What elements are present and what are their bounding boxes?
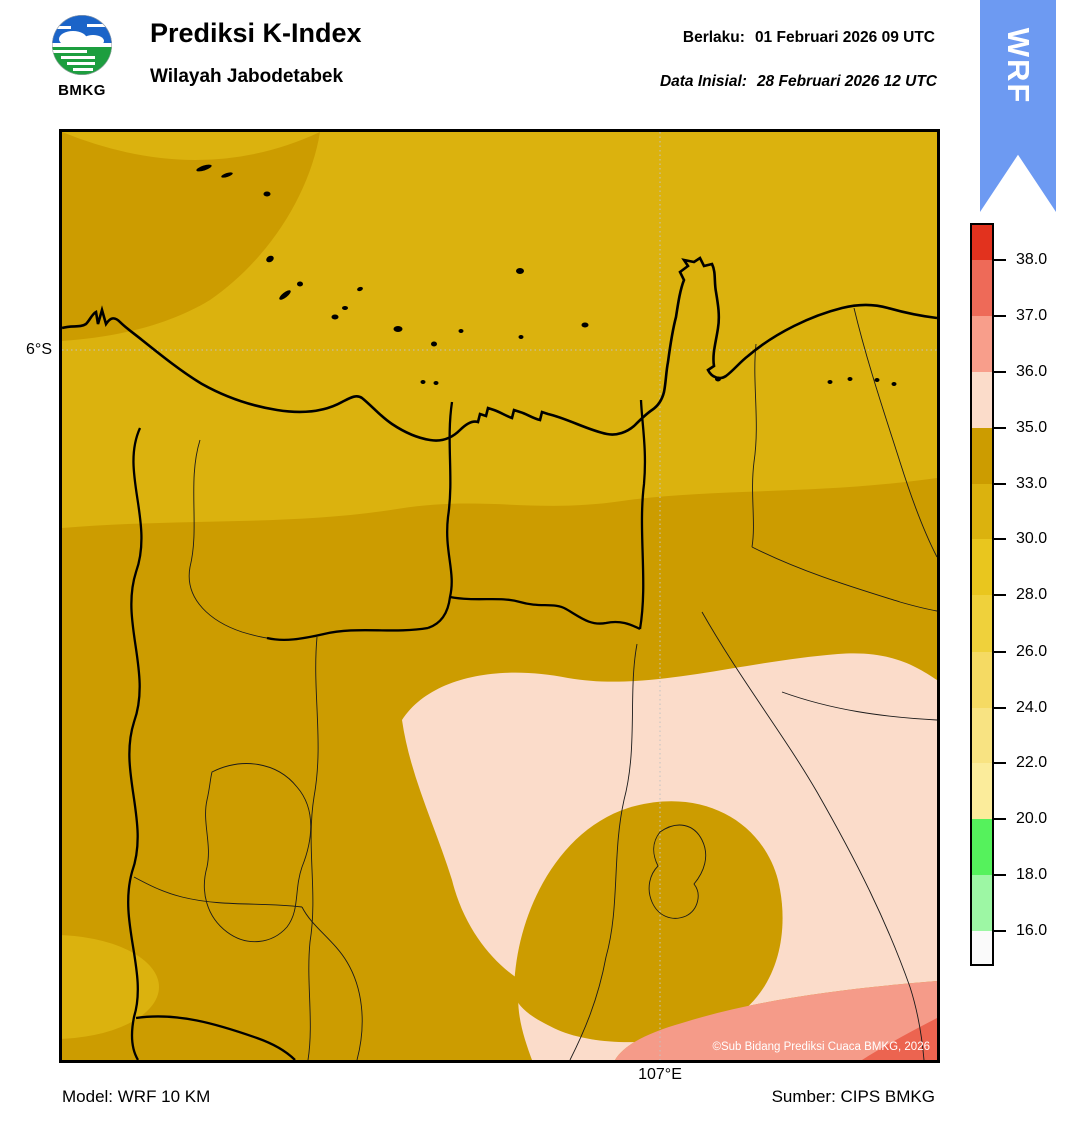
colorbar-segment [972, 225, 992, 260]
initial-data-label: Data Inisial: [659, 73, 747, 90]
k-index-colorbar: 38.0 37.0 36.0 35.0 33.0 30.0 28.0 26.0 24.0 22.0… [970, 223, 1047, 966]
initial-data-time: Data Inisial: 28 Februari 2026 12 UTC [660, 73, 937, 91]
colorbar-segment [972, 875, 992, 931]
colorbar-tick [994, 594, 1006, 597]
colorbar-tick-label: 28.0 [1016, 586, 1048, 603]
bmkg-logo-label: BMKG [58, 82, 106, 99]
colorbar-tick [994, 538, 1006, 541]
colorbar-segment [972, 428, 992, 484]
wrf-ribbon: WRF [980, 0, 1056, 212]
colorbar-tick-label: 37.0 [1016, 307, 1048, 324]
colorbar-segment [972, 595, 992, 652]
contour-fill-36-37 [615, 981, 937, 1060]
valid-time: Berlaku: 01 Februari 2026 09 UTC [683, 29, 935, 47]
map-canvas: ©Sub Bidang Prediksi Cuaca BMKG, 2026 [62, 132, 937, 1060]
colorbar-tick-label: 30.0 [1016, 530, 1048, 547]
colorbar-segment [972, 652, 992, 708]
contour-fill-33-35-tongue [514, 801, 783, 1043]
colorbar-tick [994, 483, 1006, 486]
islands [196, 164, 897, 386]
bmkg-logo-icon [52, 15, 112, 75]
source-label: Sumber: CIPS BMKG [771, 1087, 935, 1106]
colorbar-tick-label: 18.0 [1016, 866, 1048, 883]
colorbar-tick [994, 930, 1006, 933]
colorbar-segment [972, 260, 992, 316]
colorbar-segment [972, 931, 992, 964]
valid-time-label: Berlaku: [682, 29, 745, 46]
page-subtitle: Wilayah Jabodetabek [150, 66, 344, 87]
map-copyright: ©Sub Bidang Prediksi Cuaca BMKG, 2026 [712, 1041, 930, 1053]
colorbar-tick-label: 38.0 [1016, 251, 1048, 268]
lon-axis-label: 107°E [638, 1066, 682, 1083]
colorbar-tick [994, 259, 1006, 262]
colorbar-tick [994, 874, 1006, 877]
colorbar-segment [972, 484, 992, 539]
colorbar-tick-label: 16.0 [1016, 922, 1048, 939]
bmkg-logo: BMKG [50, 14, 114, 99]
admin-boundaries-thin [133, 307, 937, 1060]
admin-boundaries-thick [127, 399, 647, 1060]
colorbar-tick [994, 818, 1006, 821]
colorbar-segment [972, 372, 992, 428]
colorbar-tick [994, 371, 1006, 374]
colorbar-tick [994, 427, 1006, 430]
initial-data-value: 28 Februari 2026 12 UTC [756, 73, 937, 90]
contour-fill-37-38 [862, 1018, 937, 1060]
model-label: Model: WRF 10 KM [62, 1087, 211, 1106]
contour-fill-33-35-northwest [62, 132, 320, 341]
coastline [62, 256, 937, 442]
colorbar-segment [972, 316, 992, 372]
colorbar-tick-label: 26.0 [1016, 643, 1048, 660]
colorbar-tick-label: 24.0 [1016, 699, 1048, 716]
colorbar-tick-label: 36.0 [1016, 363, 1048, 380]
k-index-contour-map: ©Sub Bidang Prediksi Cuaca BMKG, 2026 [59, 129, 940, 1063]
wrf-ribbon-label: WRF [1001, 27, 1036, 105]
page-title: Prediksi K-Index [150, 18, 362, 48]
colorbar-tick [994, 315, 1006, 318]
lat-axis-label: 6°S [26, 341, 52, 358]
colorbar-tick-label: 35.0 [1016, 419, 1048, 436]
colorbar-segment [972, 539, 992, 595]
colorbar-tick-label: 33.0 [1016, 475, 1048, 492]
colorbar-tick-label: 20.0 [1016, 810, 1048, 827]
colorbar-tick-label: 22.0 [1016, 754, 1048, 771]
colorbar-segment [972, 708, 992, 763]
valid-time-value: 01 Februari 2026 09 UTC [754, 29, 935, 46]
colorbar-tick [994, 707, 1006, 710]
colorbar-tick [994, 762, 1006, 765]
colorbar-segment [972, 819, 992, 875]
colorbar-segment [972, 763, 992, 819]
colorbar-tick [994, 651, 1006, 654]
contour-fill-30-33-corner-arc [62, 132, 320, 160]
